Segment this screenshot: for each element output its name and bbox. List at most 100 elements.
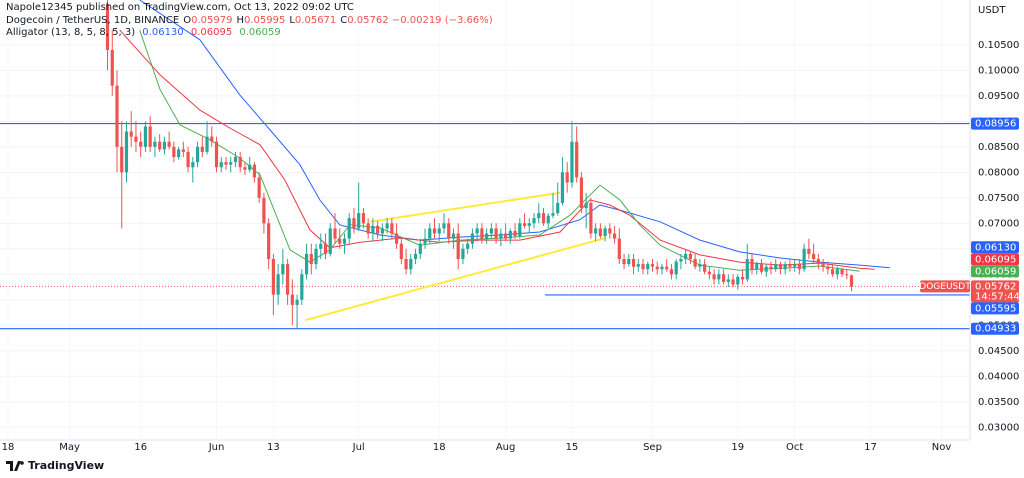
candle-body [503,233,508,239]
candle-body [522,223,527,226]
countdown: 14:57:44 [975,291,1020,302]
candle-body [845,274,849,276]
candle-body [319,243,323,249]
candle-body [764,266,768,272]
y-tick-label: 0.04500 [978,346,1019,357]
candle-body [214,141,219,168]
candle-body [669,269,674,275]
ohlc-key: H [236,14,244,26]
candle-body [404,259,408,270]
candle-body [158,141,162,150]
candle-body [774,264,778,270]
candle-body [513,230,517,237]
price-badge-label: 0.05762 [975,281,1016,292]
candle-body [172,146,176,158]
trend-line [304,237,606,322]
candle-body [736,276,740,285]
candle-body [129,131,133,137]
candle-body [759,264,764,272]
symbol-row: Dogecoin / TetherUS, 1D, BINANCE O0.05979… [6,15,493,28]
candle-body [262,197,266,224]
candle-body [556,202,560,214]
symbol-badge-label: DOGEUSDT [919,282,971,292]
ohlc-value: 0.05979 [191,14,233,26]
candle-body [252,164,257,178]
candle-body [579,177,584,209]
candle-body [783,264,787,270]
candle-body [636,264,640,267]
candle-body [437,228,441,234]
candle-body [608,228,612,234]
candle-body [575,141,579,178]
candle-body [233,157,238,163]
price-badge [971,265,1019,278]
candle-body [518,223,522,237]
ohlc-value: 0.05995 [243,14,286,26]
candle-body [750,259,754,270]
candle-body [589,202,593,234]
candle-body [679,259,683,262]
candle-body [617,238,621,260]
candle-body [376,225,380,234]
candle-body [110,49,114,86]
candle-body [333,228,337,239]
candle-body [338,238,342,244]
candle-body [717,274,721,280]
candle-body [428,228,432,239]
ohlc-value: 0.05671 [294,14,337,26]
indicator-row: Alligator (13, 8, 5, 8, 5, 3) 0.06130 0.… [6,27,493,40]
candle-body [565,172,569,183]
candle-body [508,230,512,239]
x-tick-label: Oct [786,442,803,453]
candle-body [323,243,328,254]
candle-body [447,223,451,239]
candle-body [120,146,124,173]
candle-body [740,276,745,280]
price-badge-label: 0.06130 [975,242,1016,253]
candle-body [821,264,825,267]
candle-body [162,141,166,150]
y-tick-label: 0.04000 [978,371,1019,382]
symbol: Dogecoin / TetherUS, 1D, BINANCE [6,14,180,26]
y-tick-label: 0.08000 [978,167,1019,178]
candle-body [380,228,384,234]
candle-body [205,136,209,152]
x-tick-label: May [59,442,80,453]
candle-body [674,261,678,275]
candle-body [598,228,602,237]
candle-body [413,253,418,260]
candle-body [466,243,470,249]
candle-body [309,253,313,265]
ohlc: O0.05979 H0.05995 L0.05671 C0.05762 [179,15,388,26]
x-tick-label: 13 [267,442,280,453]
candle-body [276,274,280,295]
grid [0,44,970,428]
candle-body [826,266,830,270]
indicator: Alligator (13, 8, 5, 8, 5, 3) [6,27,136,38]
candle-body [267,223,271,260]
y-tick-label: 0.03000 [978,422,1019,433]
candle-body [712,274,716,280]
x-tick-label: 18 [433,442,446,453]
price-badge-label: 0.05595 [975,303,1016,314]
candle-body [499,233,503,239]
candle-body [390,223,394,234]
candle-body [224,162,228,165]
lips-value: 0.06059 [239,27,281,38]
candle-body [181,149,185,152]
candle-body [489,228,493,234]
candle-body [423,238,427,244]
y-tick-label: 0.10000 [978,65,1019,76]
candle-body [622,259,626,265]
candle-body [143,126,148,147]
candle-body [347,218,351,239]
candle-body [418,243,422,254]
price-badge [971,117,1019,130]
candle-body [570,141,574,183]
candle-body [560,172,565,203]
candle-body [371,225,375,234]
candle-body [352,218,356,229]
candle-body [594,228,598,234]
ohlc-value: 0.05762 [347,14,389,26]
candle-body [281,264,285,275]
